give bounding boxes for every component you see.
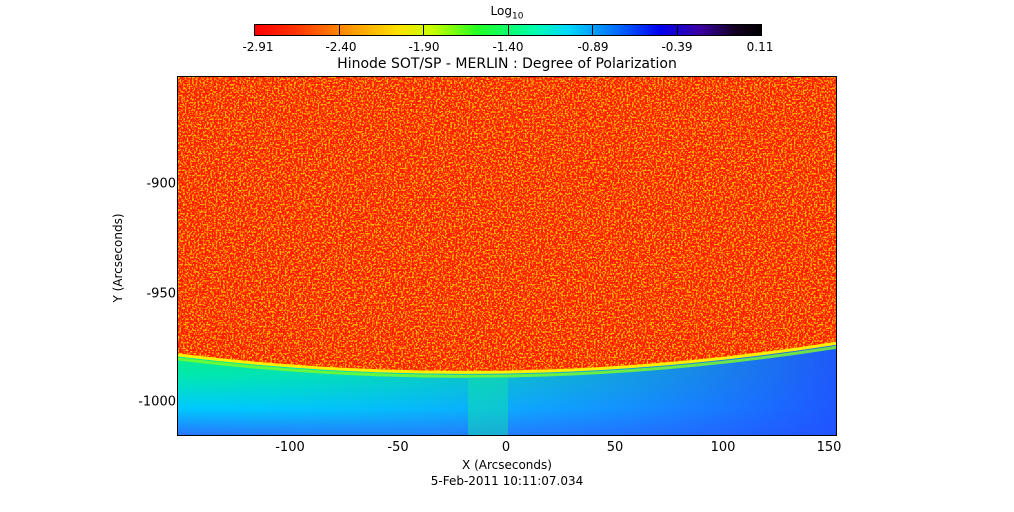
colorbar-tick [592,24,593,36]
x-tick-label: 50 [606,440,624,455]
y-tick-label: -950 [146,286,176,302]
colorbar-tick-label: -0.89 [577,40,609,54]
x-tick-label: 150 [816,440,842,455]
colorbar-tick-label: -2.40 [325,40,357,54]
colorbar-tick [339,24,340,36]
y-axis-title: Y (Arcseconds) [111,213,125,303]
colorbar-tick [677,24,678,36]
colorbar-tick-label: -1.90 [408,40,440,54]
colorbar-tick-label: -0.39 [661,40,693,54]
colorbar-tick-label: 0.11 [746,40,774,54]
colorbar-title: Log10 [490,4,524,22]
x-tick-label: -100 [275,440,305,455]
y-tick-label: -900 [146,176,176,192]
plot-title: Hinode SOT/SP - MERLIN : Degree of Polar… [337,56,677,72]
x-axis-title: X (Arcseconds) [462,458,552,472]
x-tick-label: 100 [710,440,736,455]
colorbar-tick-label: -2.91 [242,40,274,54]
x-tick-label: -50 [387,440,409,455]
colorbar-tick [423,24,424,36]
timestamp: 5-Feb-2011 10:11:07.034 [430,474,584,488]
y-tick-label: -1000 [138,394,176,410]
polarization-map [177,76,837,436]
polarization-image [178,77,836,435]
colorbar-tick [508,24,509,36]
x-tick-label: 0 [501,440,511,455]
colorbar-tick-label: -1.40 [492,40,524,54]
